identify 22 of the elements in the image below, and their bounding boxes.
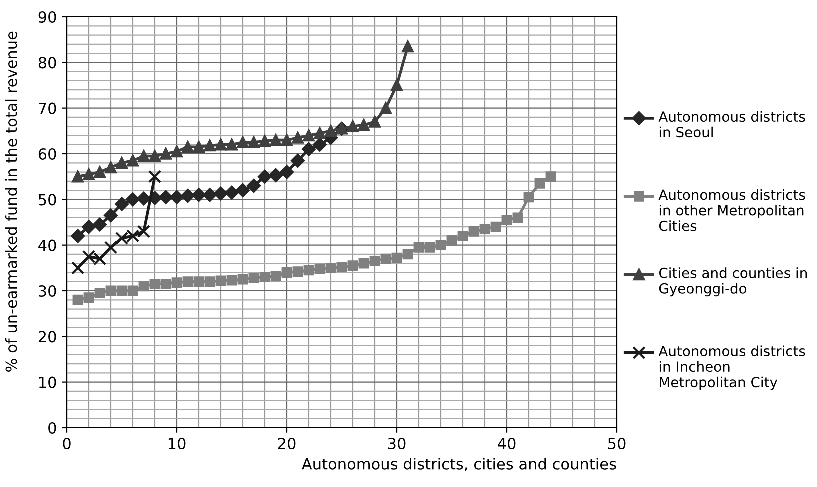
x-tick-label: 10 — [168, 438, 186, 450]
y-tick-label: 0 — [48, 422, 56, 434]
y-tick-label: 20 — [38, 331, 56, 343]
legend-label: Autonomous districts in other Metropolitan Cities — [658, 189, 806, 232]
y-tick-label: 80 — [38, 57, 56, 69]
x-tick-label: 30 — [388, 438, 406, 450]
y-tick-label: 10 — [40, 376, 56, 388]
y-axis-title: % of un-earmarked fund in the total revenue — [5, 32, 18, 372]
y-tick-label: 30 — [39, 285, 56, 298]
x-tick-label: 50 — [608, 438, 626, 450]
y-tick-label: 60 — [38, 148, 56, 160]
y-tick-label: 70 — [39, 102, 56, 114]
y-tick-label: 90 — [38, 11, 56, 24]
legend-label: Autonomous districts in Seoul — [658, 111, 806, 138]
x-axis-title: Autonomous districts, cities and counties — [302, 458, 616, 472]
y-tick-label: 50 — [39, 194, 56, 206]
x-tick-label: 20 — [278, 438, 296, 450]
legend-label: Autonomous districts in Incheon Metropolitan City — [658, 346, 806, 390]
y-tick-label: 40 — [38, 240, 56, 252]
x-tick-label: 40 — [498, 438, 516, 450]
legend-label: Cities and counties in Gyeonggi-do — [659, 268, 807, 297]
x-tick-label: 0 — [63, 438, 71, 450]
